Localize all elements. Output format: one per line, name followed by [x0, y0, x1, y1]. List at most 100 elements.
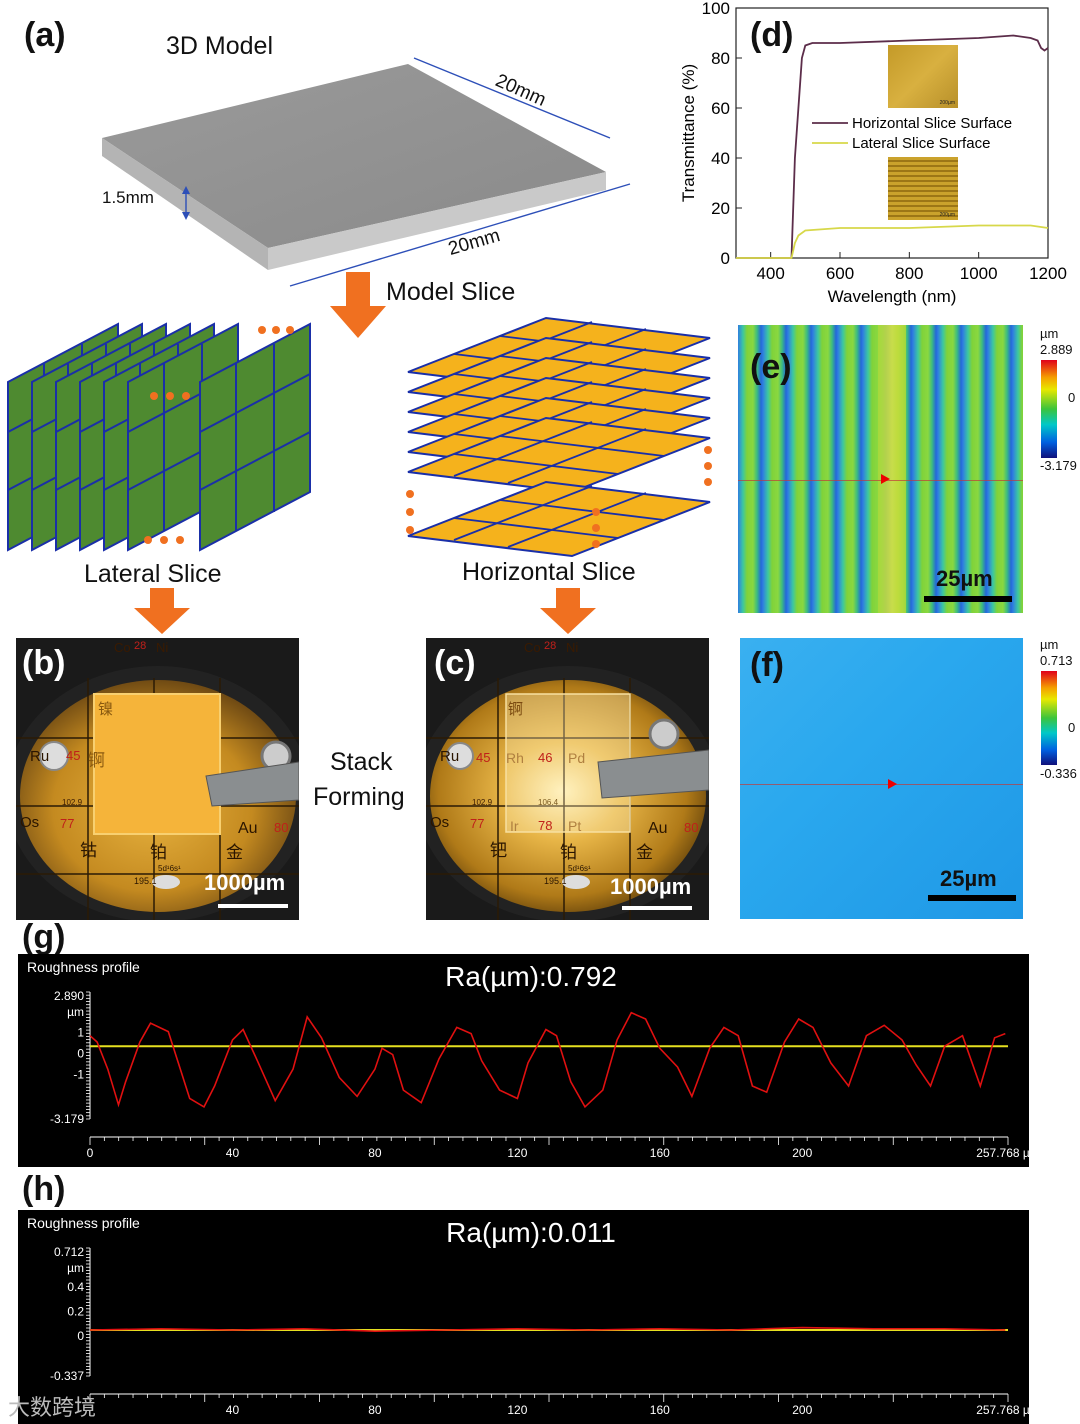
y-bottom-label: -3.179 [50, 1112, 84, 1126]
cbar-e-mid: 0 [1068, 390, 1076, 405]
profile-line [740, 784, 1023, 785]
y-tick-label: 0.2 [67, 1304, 84, 1318]
profile-marker-icon [888, 779, 897, 789]
x-tick-label: 1200 [1029, 264, 1067, 283]
pt-b-au: Au [238, 820, 258, 837]
panel-h-label: (h) [22, 1170, 66, 1208]
y-unit-label: µm [67, 1261, 84, 1275]
series-line-lateral [736, 224, 1049, 259]
pt-b-ni: Ni [156, 640, 169, 655]
height-map-horizontal [740, 638, 1023, 919]
colorbar-e [1041, 360, 1057, 458]
pt-c-ru: Ru [440, 748, 460, 765]
y-tick-label: 100 [702, 0, 730, 18]
pt-c-ir: Ir [510, 818, 519, 834]
roughness-curve [89, 1326, 1006, 1333]
y-top-label: 0.712 [54, 1245, 84, 1259]
x-tick-label: 400 [756, 264, 784, 283]
inset-scale-2: 200µm [939, 212, 955, 218]
panel-e-label: (e) [750, 348, 792, 386]
y-tick-label: 0 [721, 249, 730, 268]
photo-horizontal-sample: 锕 Co 28 Ni Ru 45 Rh 46 Pd Os 77 Ir 78 Pt… [426, 638, 709, 920]
pt-c-ni: Ni [566, 640, 579, 655]
panel-d-label: (d) [750, 16, 794, 54]
y-tick-label: 40 [711, 149, 730, 168]
pt-c-28: 28 [544, 640, 557, 652]
stack-label-line1: Stack [330, 748, 393, 776]
pt-c-config: 5d¹6s¹ [568, 864, 591, 873]
transmittance-chart: 0 20 40 60 80 100 400 600 800 1000 1200 Wavelength … [679, 0, 1067, 306]
horizontal-slices-figure [406, 316, 712, 557]
cbar-f-mid: 0 [1068, 720, 1076, 735]
profile-title: Roughness profile [27, 959, 140, 975]
x-tick-label: 1000 [960, 264, 998, 283]
pt-c-45: 45 [476, 750, 491, 765]
y-bottom-label: -0.337 [50, 1369, 84, 1383]
inset-lateral-surface: 200µm [888, 157, 958, 220]
dim-line-top [413, 57, 611, 139]
y-tick-label: 80 [711, 49, 730, 68]
pt-b-77: 77 [60, 816, 75, 831]
x-tick-label: 800 [895, 264, 923, 283]
y-tick-label: 0 [77, 1329, 84, 1343]
pt-b-28: 28 [134, 640, 147, 652]
horizontal-arrow-icon [540, 588, 596, 634]
model-slice-arrow-icon [330, 272, 386, 338]
cbar-e-unit: µm [1040, 326, 1059, 341]
clip-left [39, 741, 69, 771]
pt-b-ru: Ru [30, 748, 50, 765]
pt-b-rh-cn: 锕 [88, 751, 105, 770]
pt-b-80: 80 [274, 820, 289, 835]
panel-a-label: (a) [24, 16, 66, 54]
x-tick-label: 200 [792, 1403, 812, 1417]
scale-b-label: 1000µm [204, 870, 286, 895]
inset-horizontal-surface: 200µm [888, 45, 958, 108]
colorbar-f [1041, 671, 1057, 765]
pt-c-78: 78 [538, 818, 553, 833]
pt-b-mass2: 195.1 [134, 876, 157, 886]
lateral-slices-figure [7, 322, 311, 552]
dim-line-bottom [289, 183, 631, 287]
panel-f-label: (f) [750, 646, 784, 684]
x-tick-label: 160 [650, 1403, 670, 1417]
lateral-slice-label: Lateral Slice [84, 560, 222, 588]
profile-background [18, 954, 1029, 1167]
tweezers [205, 761, 299, 807]
legend-label: Horizontal Slice Surface [852, 115, 1012, 132]
pt-c-mass: 102.9 [472, 798, 493, 807]
scale-f-label: 25µm [940, 866, 997, 891]
pt-c-rh: Rh [506, 750, 524, 766]
pt-c-pd: Pd [568, 750, 586, 766]
pt-b-pt-cn: 铂 [150, 843, 167, 862]
plot-frame [735, 7, 1049, 259]
pt-c-au: Au [648, 820, 668, 837]
pt-c-ir-cn: 钯 [490, 841, 507, 860]
y-tick-label: 1 [77, 1026, 84, 1040]
x-tick-label: 0 [87, 1146, 94, 1160]
roughness-profile-lateral: Roughness profile Ra(µm):0.792 2.890 µm -3.1… [18, 954, 1029, 1167]
tweezers [597, 749, 709, 799]
cbar-f-unit: µm [1040, 637, 1059, 652]
pt-c-80: 80 [684, 820, 699, 835]
cbar-f-max: 0.713 [1040, 653, 1073, 668]
x-tick-label: 120 [507, 1403, 527, 1417]
profile-line [738, 480, 1023, 481]
3d-model-figure [102, 57, 631, 287]
y-unit-label: µm [67, 1005, 84, 1019]
y-tick-label: 60 [711, 99, 730, 118]
lateral-arrow-icon [134, 588, 190, 634]
dim-thickness-label: 1.5mm [102, 188, 154, 207]
clip-left [446, 742, 474, 770]
model-slice-label: Model Slice [386, 278, 516, 306]
x-tick-label: 80 [368, 1403, 382, 1417]
pt-c-pt-cn: 铂 [560, 843, 577, 862]
photo-lateral-sample: Co 28 Ni Ru 45 Os 77 Au 80 102.9 钴 铂 金 5… [16, 638, 299, 920]
scale-e-label: 25µm [936, 566, 993, 591]
pt-b-45: 45 [66, 748, 81, 763]
ra-value: Ra(µm):0.011 [446, 1217, 616, 1248]
pt-b-ir-cn: 钴 [80, 841, 97, 860]
clip-right [648, 718, 680, 750]
y-tick-label: -1 [73, 1067, 84, 1081]
y-tick-label: 20 [711, 199, 730, 218]
cbar-f-min: -0.336 [1040, 766, 1077, 781]
